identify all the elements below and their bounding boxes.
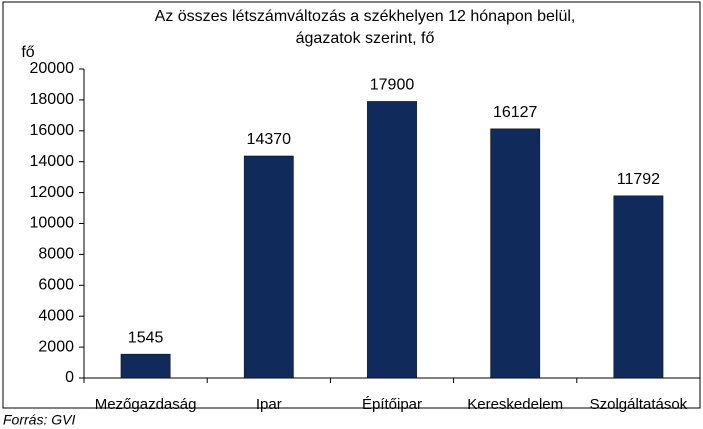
x-tick-label: Kereskedelem (467, 396, 563, 413)
y-tick-label: 10000 (30, 215, 75, 232)
y-axis-label: fő (21, 44, 34, 61)
y-tick-label: 0 (65, 369, 74, 386)
value-label: 17900 (370, 77, 415, 94)
chart-title: Az összes létszámváltozás a székhelyen 1… (155, 8, 576, 25)
y-tick-label: 8000 (38, 246, 74, 263)
y-tick-label: 16000 (30, 122, 75, 139)
x-tick-label: Mezőgazdaság (95, 396, 197, 413)
x-tick-label: Építőipar (362, 396, 422, 413)
value-label: 14370 (247, 131, 292, 148)
y-tick-label: 2000 (38, 338, 74, 355)
bar (613, 195, 664, 379)
bar (243, 155, 294, 379)
x-tick-label: Szolgáltatások (590, 396, 688, 413)
chart-frame (2, 1, 701, 409)
bar (490, 128, 541, 379)
source-note: Forrás: GVI (3, 412, 75, 428)
y-tick-label: 12000 (30, 184, 75, 201)
y-tick-label: 6000 (38, 277, 74, 294)
bar (120, 353, 171, 379)
bar (367, 101, 417, 379)
y-tick-label: 20000 (30, 60, 75, 77)
chart-title: ágazatok szerint, fő (296, 30, 435, 47)
value-label: 16127 (493, 104, 538, 121)
x-tick-label: Ipar (256, 396, 282, 413)
value-label: 11792 (617, 171, 660, 188)
value-label: 1545 (128, 329, 164, 346)
y-tick-label: 18000 (30, 91, 75, 108)
y-tick-label: 14000 (30, 153, 75, 170)
y-tick-label: 4000 (38, 307, 74, 324)
